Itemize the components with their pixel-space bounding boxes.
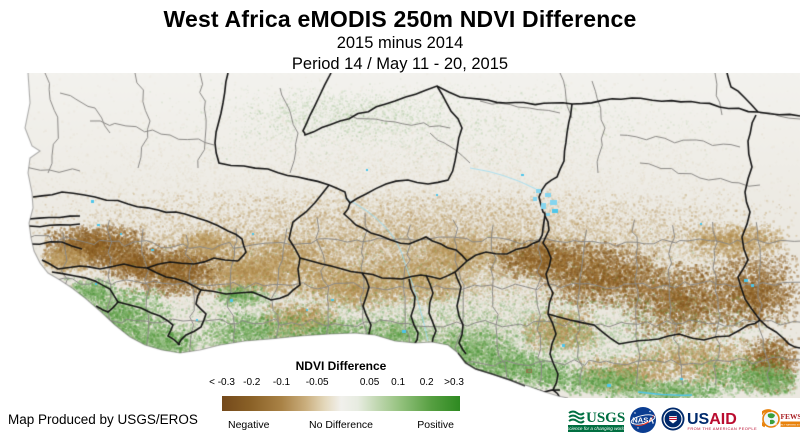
fews-net-tagline: FAMINE EARLY WARNING SYSTEMS NETWORK: [769, 423, 800, 426]
page-title: West Africa eMODIS 250m NDVI Difference: [163, 6, 637, 32]
usgs-wordmark: USGS: [586, 410, 625, 426]
usaid-tagline: FROM THE AMERICAN PEOPLE: [688, 426, 758, 431]
legend-tick: -0.1: [272, 377, 291, 388]
legend-title: NDVI Difference: [295, 359, 387, 373]
usgs-logo: USGS science for a changing world: [567, 410, 625, 432]
legend-tick: 0.05: [359, 377, 380, 388]
attribution-text: Map Produced by USGS/EROS: [8, 412, 198, 427]
ndvi-map: [0, 73, 800, 398]
legend-tick-row: < -0.3 -0.2 -0.1 -0.05 0.05 0.1 0.2 >0.3: [209, 377, 464, 389]
fews-net-logo: FEWS NET FAMINE EARLY WARNING SYSTEMS NE…: [762, 409, 800, 428]
legend-label-no-difference: No Difference: [308, 419, 374, 431]
usaid-logo: USAID FROM THE AMERICAN PEOPLE: [661, 407, 758, 431]
fews-net-wordmark: FEWS NET: [781, 412, 800, 421]
logo-row: USGS science for a changing world NASA U…: [567, 402, 800, 438]
legend: NDVI Difference < -0.3 -0.2 -0.1 -0.05 0.05 0…: [200, 357, 480, 437]
nasa-wordmark: NASA: [632, 416, 654, 425]
legend-tick: < -0.3: [209, 377, 235, 388]
legend-label-positive: Positive: [417, 419, 454, 431]
usgs-wave-icon: [568, 410, 585, 424]
nasa-logo: NASA: [630, 407, 656, 433]
legend-label-negative: Negative: [228, 419, 270, 431]
subtitle-period: Period 14 / May 11 - 20, 2015: [291, 55, 509, 73]
legend-tick: 0.2: [419, 377, 434, 388]
usgs-tagline: science for a changing world: [567, 426, 625, 431]
legend-tick: 0.1: [391, 377, 406, 388]
subtitle-year: 2015 minus 2014: [336, 34, 464, 52]
legend-gradient-bar: [222, 396, 460, 411]
legend-tick: >0.3: [444, 377, 464, 388]
fews-net-globe-icon: [762, 409, 780, 428]
usaid-seal-icon: [661, 407, 685, 431]
ndvi-map-canvas: [0, 73, 800, 398]
legend-tick: -0.05: [305, 377, 329, 388]
usaid-wordmark: USAID: [687, 411, 737, 428]
legend-category-row: Negative No Difference Positive: [222, 419, 460, 432]
nasa-meatball-icon: [630, 407, 656, 433]
legend-tick: -0.2: [243, 377, 261, 388]
